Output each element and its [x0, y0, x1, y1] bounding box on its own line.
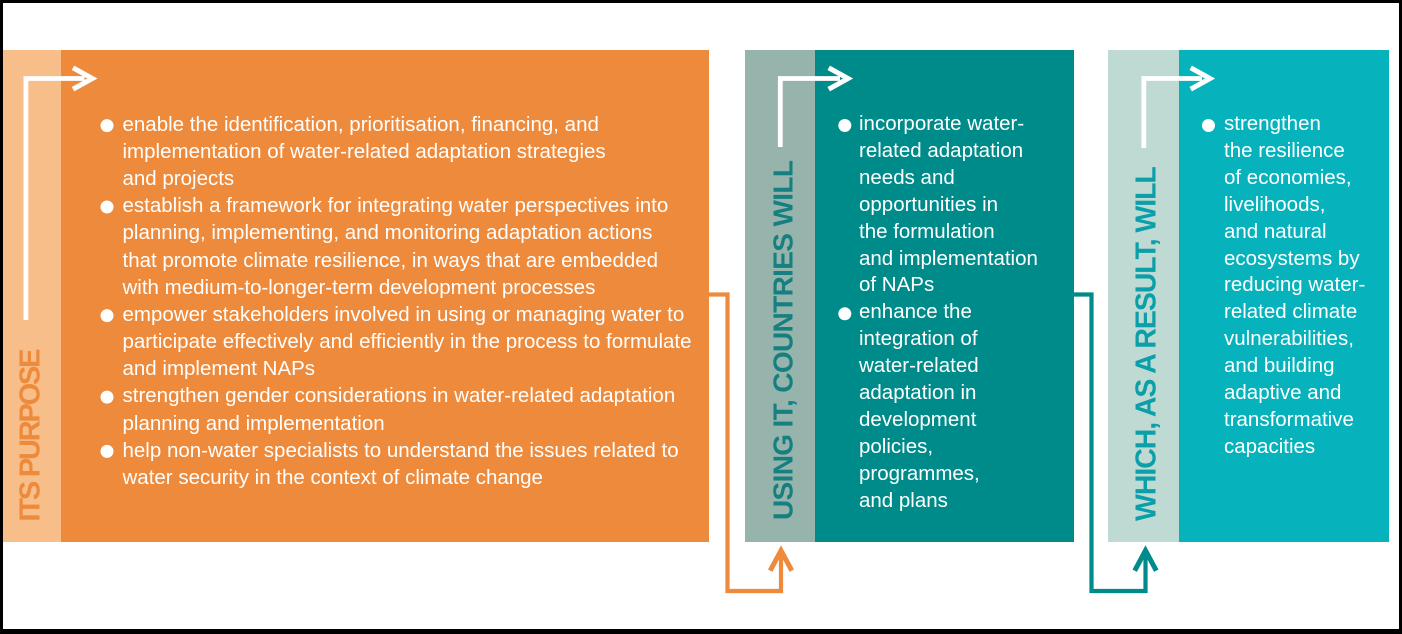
- svg-text:WHICH, AS A RESULT, WILL: WHICH, AS A RESULT, WILL: [1131, 167, 1163, 521]
- svg-text:ITS PURPOSE: ITS PURPOSE: [15, 349, 47, 522]
- svg-text:USING IT, COUNTRIES WILL: USING IT, COUNTRIES WILL: [768, 160, 799, 520]
